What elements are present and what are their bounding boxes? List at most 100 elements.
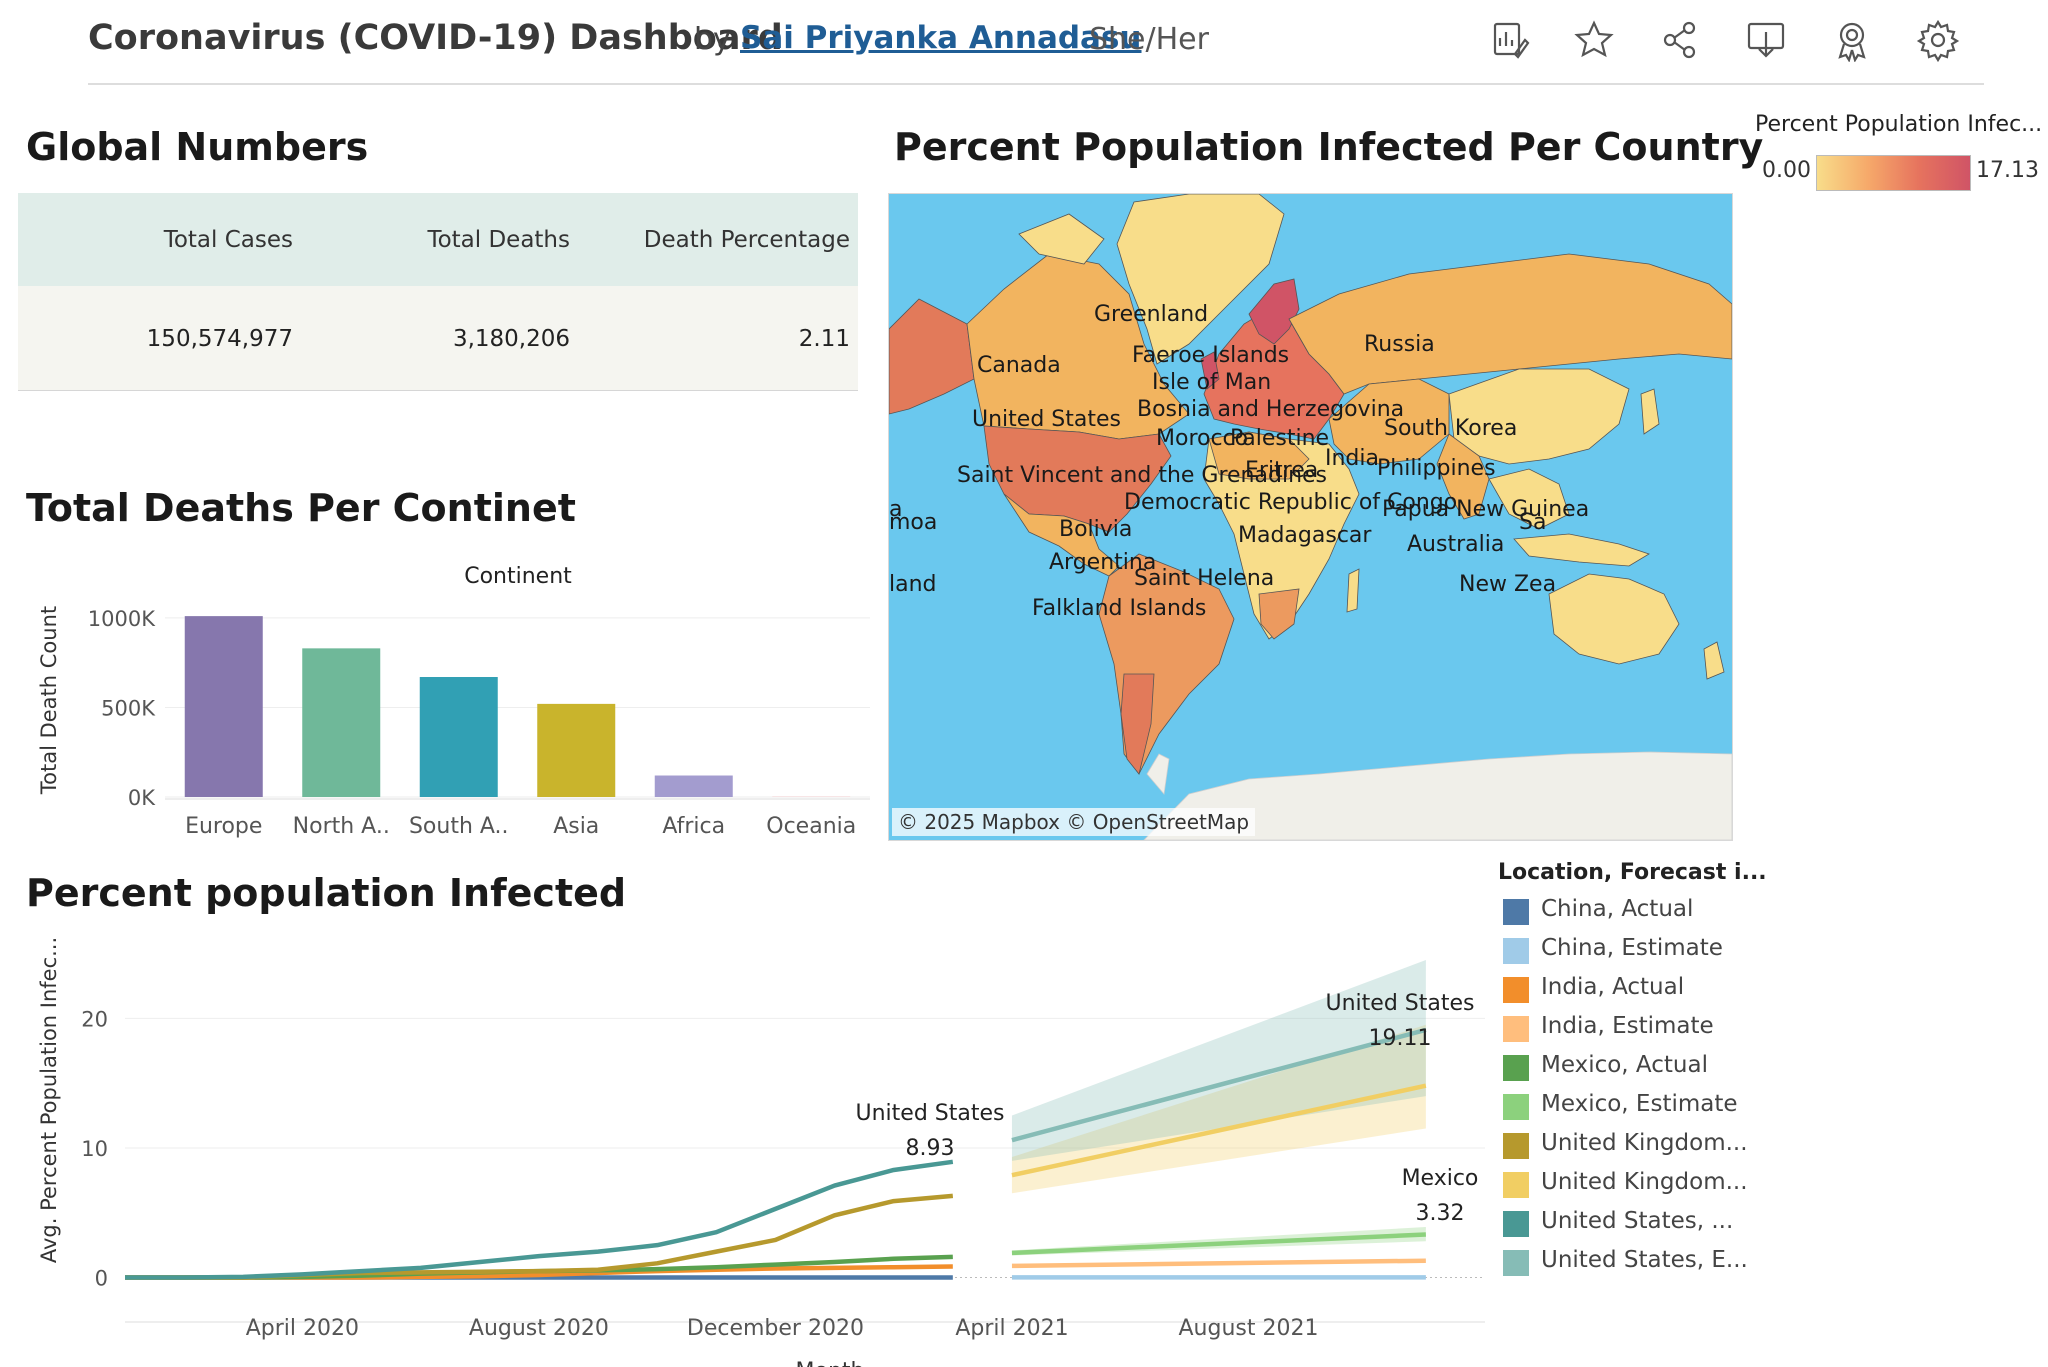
legend-label: United States, ... xyxy=(1541,1208,1734,1234)
map-country-label: moa xyxy=(889,510,937,535)
legend-label: China, Actual xyxy=(1541,896,1694,922)
author-pronoun: She/Her xyxy=(1089,22,1209,57)
map-region-south-africa xyxy=(1258,588,1300,640)
line-mexico-estimate[interactable] xyxy=(1011,1232,1426,1256)
legend-label: China, Estimate xyxy=(1541,935,1723,961)
legend-swatch xyxy=(1503,899,1529,925)
map-region-mexico xyxy=(1003,493,1120,577)
map-region-alaska xyxy=(889,298,975,415)
map-region-argentina xyxy=(1120,673,1155,775)
line-y-tick-label: 10 xyxy=(81,1137,108,1161)
line-annotation-name: Mexico xyxy=(1402,1166,1479,1191)
download-icon[interactable] xyxy=(1744,18,1788,62)
map-country-label: land xyxy=(889,572,937,597)
map-region-southeast-asia xyxy=(1488,468,1570,530)
bar-x-tick-label: South A.. xyxy=(409,814,509,839)
map-legend-min: 0.00 xyxy=(1762,158,1811,183)
percent-infected-line-chart[interactable]: Avg. Percent Population Infec... Month 0… xyxy=(0,930,1490,1367)
line-india-estimate[interactable] xyxy=(1011,1258,1426,1269)
map-country-label: Democratic Republic of Congo xyxy=(1124,490,1457,515)
line-x-tick-label: August 2020 xyxy=(469,1316,609,1341)
map-title: Percent Population Infected Per Country xyxy=(894,125,1764,169)
map-country-label: Bosnia and Herzegovina xyxy=(1137,397,1404,422)
dashboard-header: Coronavirus (COVID-19) Dashboard by Sai … xyxy=(0,0,2048,85)
total-deaths-value: 3,180,206 xyxy=(452,326,570,352)
map-country-label: Eritrea xyxy=(1245,458,1318,483)
author-link[interactable]: Sai Priyanka Annadasu xyxy=(740,20,1142,56)
header-divider xyxy=(88,83,1984,85)
legend-label: United States, E... xyxy=(1541,1247,1748,1273)
map-region-india xyxy=(1436,433,1490,520)
map-region-madagascar xyxy=(1346,568,1360,613)
bar-y-tick-label: 500K xyxy=(101,696,156,720)
line-annotation-name: United States xyxy=(856,1101,1005,1126)
line-chart-x-axis-label: Month xyxy=(796,1359,865,1367)
line-annotation-value: 3.32 xyxy=(1416,1201,1465,1226)
map-country-label: Russia xyxy=(1364,332,1435,357)
map-country-label: New Zea xyxy=(1459,572,1556,597)
line-united-kingdom-estimate[interactable] xyxy=(1011,1083,1427,1178)
line-united-states-actual[interactable] xyxy=(125,1159,954,1280)
map-region-antarctica xyxy=(1143,751,1732,840)
map-country-label: Australia xyxy=(1407,532,1504,557)
line-x-tick-label: April 2021 xyxy=(955,1316,1068,1341)
map-region-antarctic-peninsula xyxy=(1146,753,1170,795)
bar-y-tick-label: 0K xyxy=(128,786,156,810)
legend-label: Mexico, Actual xyxy=(1541,1052,1708,1078)
death-percentage-value: 2.11 xyxy=(798,326,850,352)
map-country-label: Falkland Islands xyxy=(1032,596,1206,621)
map-attribution[interactable]: © 2025 Mapbox © OpenStreetMap xyxy=(892,808,1256,836)
line-chart-y-axis-label: Avg. Percent Population Infec... xyxy=(37,937,61,1263)
bar-africa[interactable] xyxy=(654,775,733,797)
bar-x-tick-label: North A.. xyxy=(293,814,390,839)
global-numbers-title: Global Numbers xyxy=(26,125,369,169)
line-legend-title: Location, Forecast i... xyxy=(1498,860,1767,885)
badge-icon[interactable] xyxy=(1830,18,1874,63)
map-country-label: a xyxy=(889,497,902,522)
bar-y-tick-label: 1000K xyxy=(88,607,156,631)
bar-x-tick-label: Europe xyxy=(185,814,262,839)
map-country-label: Papua New Guinea xyxy=(1382,497,1589,522)
map-legend-max: 17.13 xyxy=(1976,158,2039,183)
metrics-icon[interactable] xyxy=(1487,18,1531,62)
line-y-tick-label: 0 xyxy=(95,1267,108,1291)
bar-north-a-[interactable] xyxy=(302,648,381,797)
line-x-tick-label: August 2021 xyxy=(1178,1316,1318,1341)
map-region-indonesia xyxy=(1513,533,1650,567)
map-region-greenland xyxy=(1116,194,1285,365)
map-country-label: Canada xyxy=(977,353,1061,378)
line-annotation-name: United States xyxy=(1326,991,1475,1016)
bar-south-a-[interactable] xyxy=(419,677,498,797)
column-header-death-percentage: Death Percentage xyxy=(643,227,850,253)
map-country-label: Madagascar xyxy=(1238,523,1372,548)
world-map[interactable]: Greenland Russia Canada Faeroe Islands Isle … xyxy=(888,193,1733,841)
map-country-label: Argentina xyxy=(1049,550,1156,575)
map-country-label: Palestine xyxy=(1230,426,1329,451)
line-x-tick-label: April 2020 xyxy=(246,1316,359,1341)
share-icon[interactable] xyxy=(1658,18,1702,62)
bar-asia[interactable] xyxy=(537,703,616,797)
map-region-japan xyxy=(1640,388,1660,435)
star-icon[interactable] xyxy=(1572,18,1616,62)
map-legend-title: Percent Population Infec... xyxy=(1755,112,2043,137)
legend-label: United Kingdom... xyxy=(1541,1169,1748,1195)
line-united-states-estimate[interactable] xyxy=(1011,1027,1427,1143)
gear-icon[interactable] xyxy=(1916,18,1960,63)
bar-europe[interactable] xyxy=(184,616,263,797)
line-y-tick-label: 20 xyxy=(81,1007,108,1031)
line-united-kingdom-actual[interactable] xyxy=(125,1193,954,1280)
world-map-canvas[interactable]: Greenland Russia Canada Faeroe IslandsIsle … xyxy=(889,194,1732,840)
legend-label: India, Estimate xyxy=(1541,1013,1714,1039)
map-legend-color-ramp xyxy=(1816,155,1971,191)
map-country-label: Bolivia xyxy=(1059,517,1132,542)
legend-swatch xyxy=(1503,1055,1529,1081)
legend-swatch xyxy=(1503,1016,1529,1042)
column-header-total-deaths: Total Deaths xyxy=(427,227,570,253)
deaths-per-continent-chart[interactable]: Continent Total Death Count 0K500K1000K … xyxy=(0,550,880,850)
map-region-arctic-islands xyxy=(1018,213,1105,265)
map-region-new-zealand xyxy=(1703,641,1725,680)
bar-x-tick-label: Oceania xyxy=(766,814,856,839)
column-header-total-cases: Total Cases xyxy=(163,227,293,253)
map-country-label: Isle of Man xyxy=(1152,370,1271,395)
legend-swatch xyxy=(1503,1094,1529,1120)
